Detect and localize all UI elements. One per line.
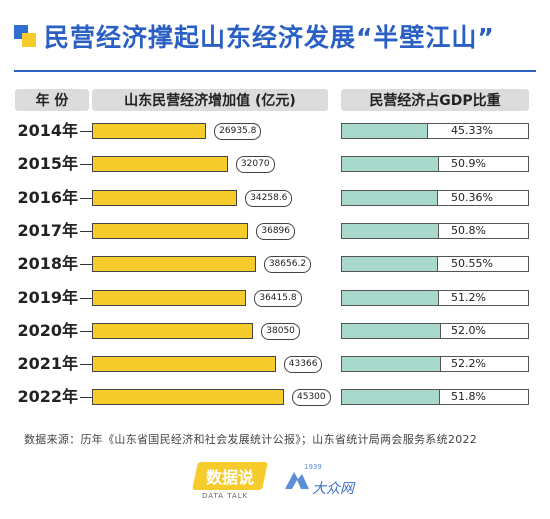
share-bar (342, 390, 441, 405)
year-tick (80, 197, 92, 199)
logo-year: 1939 (304, 463, 322, 471)
shujushuo-logo-text: 数据说 (205, 468, 254, 487)
value-bar (92, 356, 276, 373)
year-label: 2014年 (17, 121, 78, 140)
value-label: 26935.8 (214, 123, 262, 140)
shujushuo-logo: 数据说 (192, 462, 268, 490)
year-tick (80, 297, 92, 299)
year-label: 2018年 (17, 254, 78, 274)
share-header: 民营经济占GDP比重 (341, 89, 529, 111)
value-header: 山东民营经济增加值 (亿元) (92, 89, 328, 111)
share-bar (342, 124, 429, 138)
title-divider (14, 70, 536, 72)
value-label: 38050 (261, 322, 300, 340)
value-label: 43366 (283, 356, 323, 374)
year-tick (80, 164, 92, 166)
year-label: 2021年 (17, 354, 78, 374)
share-label: 45.33% (451, 124, 493, 137)
year-tick (80, 264, 92, 266)
share-bar-frame: 50.9% (341, 156, 529, 173)
value-bar (92, 222, 249, 239)
share-bar-frame: 52.2% (341, 356, 529, 373)
share-bar (342, 323, 441, 338)
share-label: 52.0% (451, 323, 486, 337)
value-label: 36896 (256, 222, 296, 240)
title-row: 民营经济撑起山东经济发展“半壁江山” (14, 18, 495, 54)
value-label: 34258.6 (245, 189, 293, 207)
share-bar-frame: 50.55% (341, 256, 529, 273)
year-label: 2020年 (17, 320, 78, 340)
value-bar (92, 123, 207, 139)
year-label: 2015年 (17, 154, 78, 174)
year-tick (80, 330, 92, 332)
value-bar (92, 389, 284, 406)
share-bar-frame: 50.8% (341, 222, 529, 239)
share-bar (342, 223, 439, 238)
chart-title: 民营经济撑起山东经济发展“半壁江山” (44, 23, 495, 52)
share-bar-frame: 45.33% (341, 123, 529, 139)
year-header: 年 份 (15, 89, 89, 111)
value-label: 36415.8 (254, 289, 302, 307)
mountain-logo-icon (285, 472, 309, 489)
value-label: 32070 (235, 156, 275, 174)
share-label: 50.8% (451, 223, 486, 237)
value-bar (92, 189, 238, 206)
value-label: 38656.2 (263, 256, 312, 274)
year-tick (80, 230, 92, 232)
value-bar (92, 322, 254, 339)
value-label: 45300 (292, 389, 331, 407)
share-label: 52.2% (451, 357, 486, 371)
year-tick (80, 131, 92, 132)
share-bar (342, 290, 440, 305)
share-bar-frame: 51.2% (341, 289, 529, 306)
year-label: 2022年 (17, 387, 78, 407)
share-label: 50.9% (451, 157, 486, 171)
share-bar-frame: 51.8% (341, 389, 529, 406)
year-tick (80, 397, 92, 399)
logo-name: 大众网 (312, 481, 354, 497)
share-bar (342, 190, 438, 205)
data-source: 数据来源：历年《山东省国民经济和社会发展统计公报》；山东省统计局两会服务系统20… (24, 433, 478, 446)
title-square-icon (14, 25, 36, 47)
share-bar (342, 157, 439, 172)
share-label: 50.36% (451, 190, 493, 204)
share-bar (342, 357, 442, 372)
value-bar (92, 156, 228, 173)
year-label: 2017年 (17, 220, 78, 240)
year-label: 2016年 (17, 187, 78, 207)
share-bar (342, 257, 439, 272)
value-bar (92, 256, 256, 273)
share-bar-frame: 50.36% (341, 189, 529, 206)
year-tick (80, 364, 92, 366)
value-bar (92, 289, 247, 306)
share-bar-frame: 52.0% (341, 322, 529, 339)
shujushuo-logo-sub: DATA TALK (202, 492, 249, 500)
share-label: 50.55% (451, 257, 493, 271)
year-label: 2019年 (17, 287, 78, 307)
share-label: 51.2% (451, 290, 486, 304)
share-label: 51.8% (451, 390, 486, 404)
